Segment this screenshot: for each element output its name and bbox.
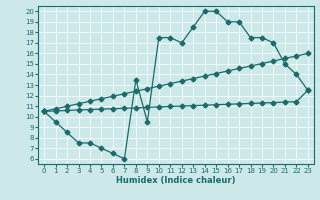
X-axis label: Humidex (Indice chaleur): Humidex (Indice chaleur) xyxy=(116,176,236,185)
